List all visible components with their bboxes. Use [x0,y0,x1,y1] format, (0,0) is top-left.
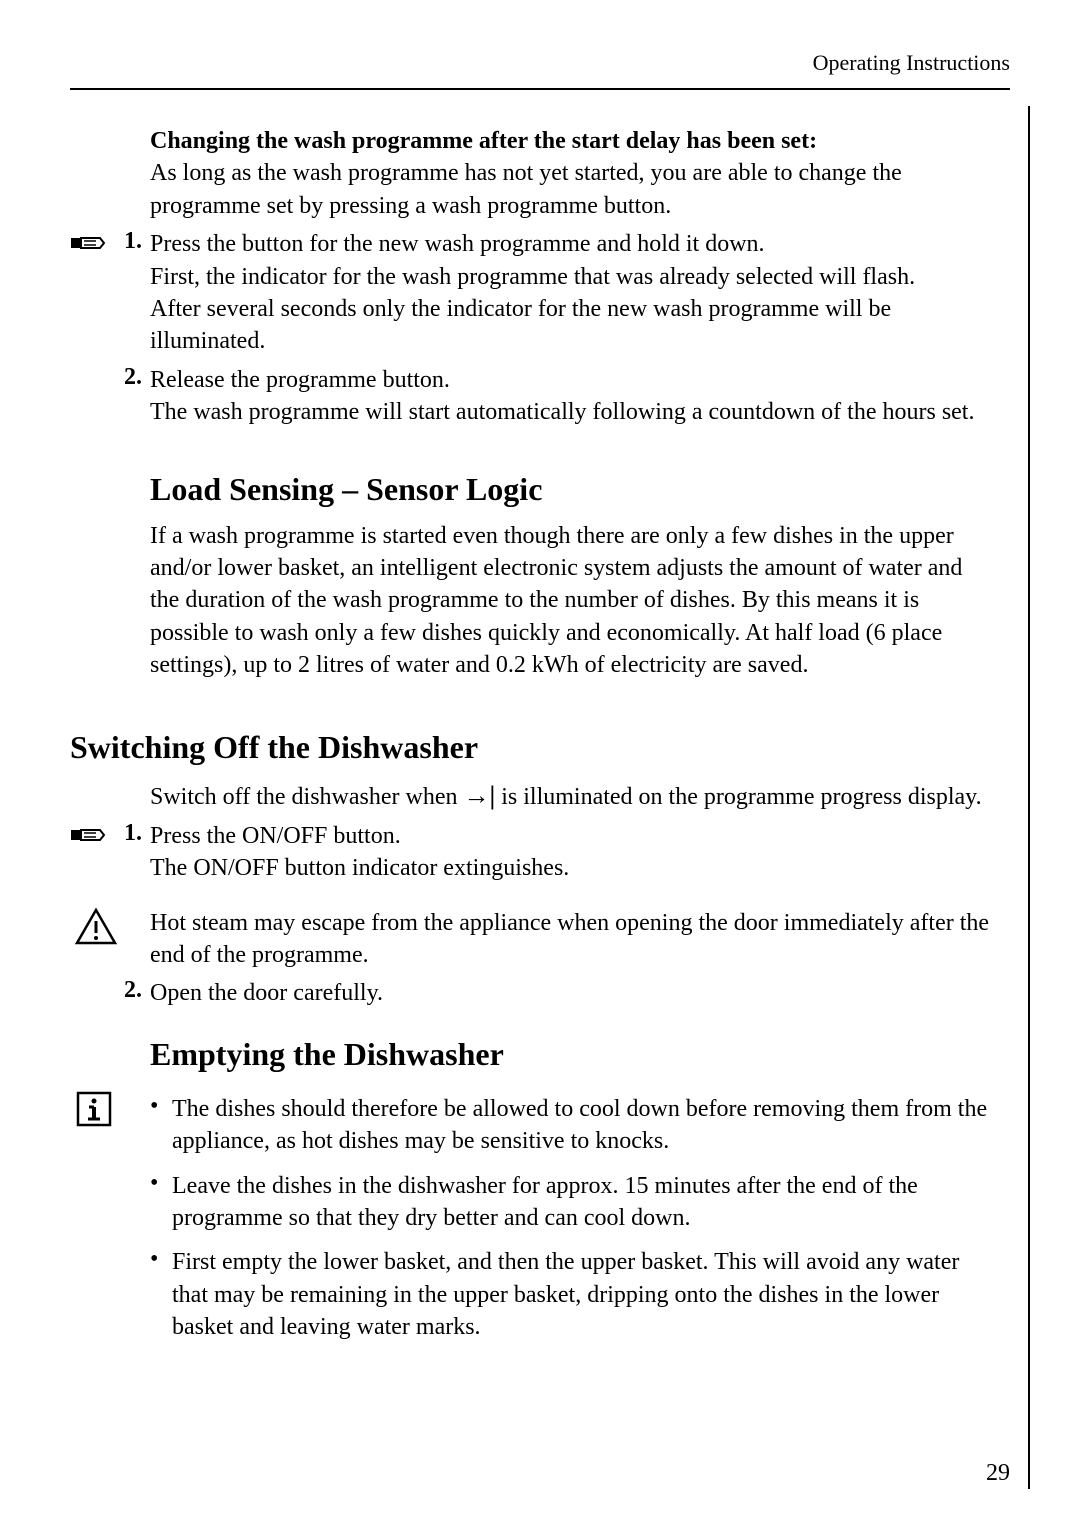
change-prog-title-text: Changing the wash programme after the st… [150,128,817,154]
right-margin-rule [1028,106,1030,1489]
warning-icon [70,907,150,947]
step-2-line1: Release the programme button. [150,367,450,393]
page-number: 29 [986,1460,1010,1487]
step-1: 1. Press the button for the new wash pro… [150,228,990,358]
change-prog-title: Changing the wash programme after the st… [150,125,990,157]
switch-off-heading: Switching Off the Dishwasher [70,729,990,766]
switch-off-intro: Switch off the dishwasher when →| is ill… [150,778,990,813]
bullet-1-text: The dishes should therefore be allowed t… [172,1093,990,1158]
switch-off-step-2-number: 2. [115,977,150,1009]
step-1-line3: After several seconds only the indicator… [150,296,891,354]
switch-off-step-2-body: Open the door carefully. [150,977,990,1009]
step-2-body: Release the programme button. The wash p… [150,364,990,429]
switch-off-step-2-spacer [70,977,115,1009]
hand-icon [70,228,115,358]
step-2-number: 2. [115,364,150,429]
switch-off-step-1-l1: Press the ON/OFF button. [150,823,401,849]
warning-row: Hot steam may escape from the appliance … [150,907,990,972]
switch-off-step-1-number: 1. [115,820,150,885]
load-sensing-body: If a wash programme is started even thou… [150,520,990,682]
switch-off-step-1: 1. Press the ON/OFF button. The ON/OFF b… [150,820,990,885]
switch-off-intro-b: is illuminated on the programme progress… [495,784,981,810]
info-icon [70,1089,150,1129]
step-2-spacer [70,364,115,429]
step-1-body: Press the button for the new wash progra… [150,228,990,358]
switch-off-step-2-l1: Open the door carefully. [150,980,383,1006]
bullet-mark: • [150,1093,172,1158]
emptying-heading: Emptying the Dishwasher [150,1036,990,1073]
switch-off-step-2: 2. Open the door carefully. [150,977,990,1009]
bullet-mark: • [150,1246,172,1343]
running-title: Operating Instructions [813,50,1010,75]
warning-text: Hot steam may escape from the appliance … [150,907,990,972]
switch-off-step-1-body: Press the ON/OFF button. The ON/OFF butt… [150,820,990,885]
arrow-end-icon: →| [464,781,496,810]
load-sensing-heading: Load Sensing – Sensor Logic [150,471,990,508]
hand-icon [70,820,115,885]
step-2-line2: The wash programme will start automatica… [150,399,974,425]
step-1-number: 1. [115,228,150,358]
step-1-line2: First, the indicator for the wash progra… [150,264,915,290]
change-prog-intro: As long as the wash programme has not ye… [150,157,990,222]
switch-off-step-1-l2: The ON/OFF button indicator extinguishes… [150,855,569,881]
bullet-2-text: Leave the dishes in the dishwasher for a… [172,1170,990,1235]
bullet-2: • Leave the dishes in the dishwasher for… [150,1170,990,1235]
switch-off-intro-a: Switch off the dishwasher when [150,784,464,810]
running-header: Operating Instructions [70,50,1010,90]
info-row: • The dishes should therefore be allowed… [150,1089,990,1344]
bullet-mark: • [150,1170,172,1235]
bullet-3: • First empty the lower basket, and then… [150,1246,990,1343]
step-2: 2. Release the programme button. The was… [150,364,990,429]
step-1-line1: Press the button for the new wash progra… [150,231,765,257]
bullet-1: • The dishes should therefore be allowed… [150,1093,990,1158]
bullet-3-text: First empty the lower basket, and then t… [172,1246,990,1343]
